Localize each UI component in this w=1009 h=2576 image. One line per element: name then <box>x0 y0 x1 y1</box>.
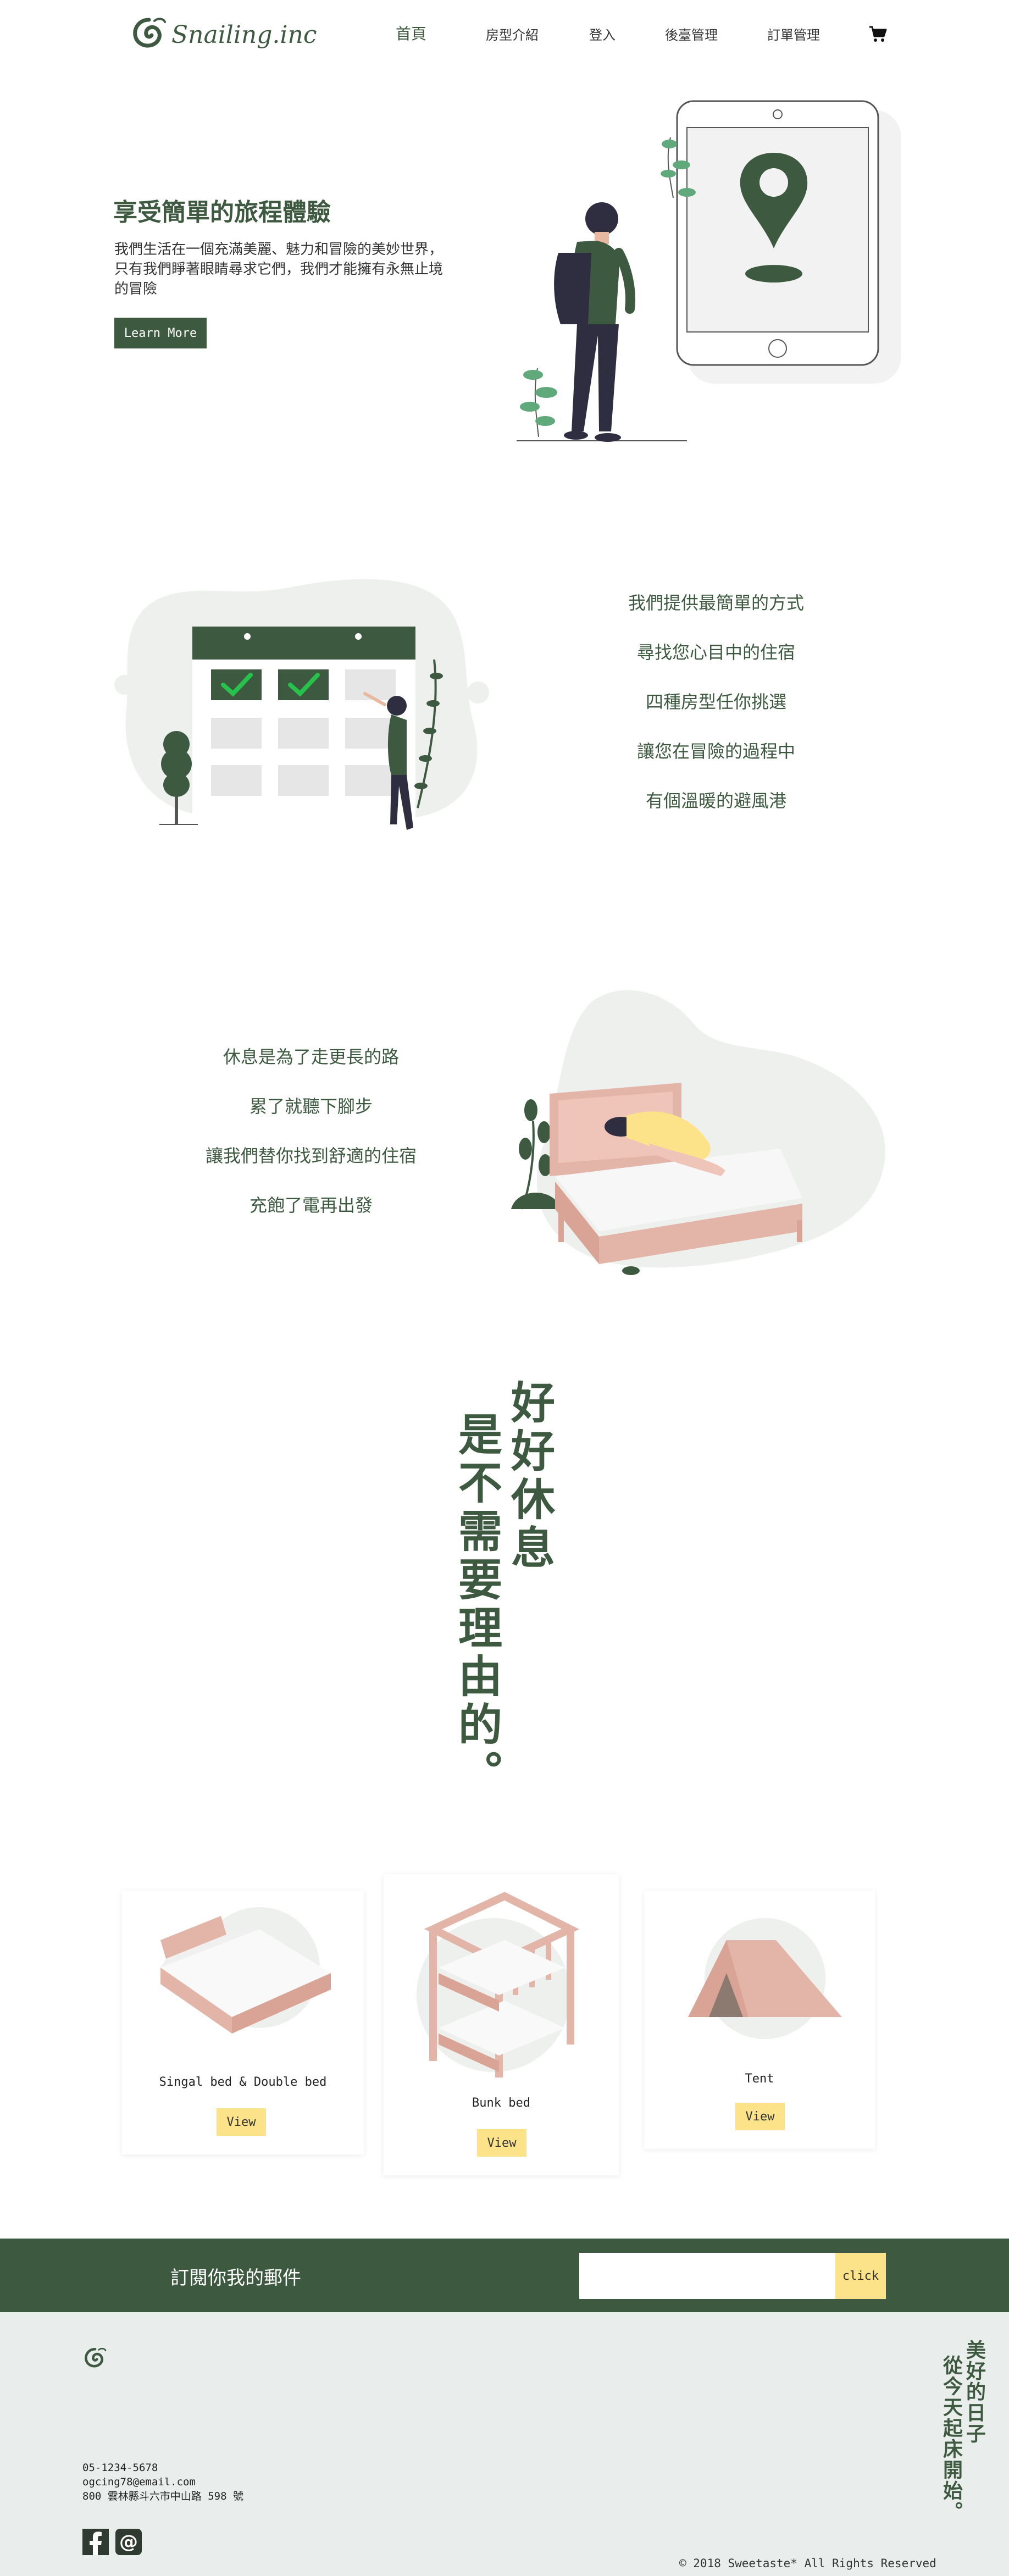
quote-col-2: 是不需要理由的。 <box>451 1411 503 1798</box>
room-card-tent-view-button[interactable]: View <box>735 2103 785 2130</box>
hero-line-3: 的冒險 <box>114 281 158 297</box>
top-nav: Snailing.inc 首頁 房型介紹 登入 後臺管理 訂單管理 <box>0 0 1009 71</box>
bunk-bed-icon <box>417 1892 580 2078</box>
tent-icon <box>688 1918 842 2039</box>
hero-line-2: 只有我們睜著眼睛尋求它們，我們才能擁有永無止境 <box>114 261 443 278</box>
bed-illustration <box>511 990 885 1275</box>
feature2-line-3: 讓我們替你找到舒適的住宿 <box>205 1145 417 1166</box>
hero-illustration <box>517 100 901 442</box>
footer-copyright: © 2018 Sweetaste* All Rights Reserved <box>679 2557 936 2570</box>
feature2-line-4: 充飽了電再出發 <box>249 1195 373 1216</box>
feature1-line-3: 四種房型任你挑選 <box>645 691 786 712</box>
subscribe-bar: 訂閱你我的郵件 click <box>0 2239 1009 2312</box>
nav-admin[interactable]: 後臺管理 <box>665 27 718 43</box>
room-card-bed-view-button[interactable]: View <box>217 2108 266 2136</box>
logo-text: Snailing.inc <box>171 20 317 49</box>
learn-more-button[interactable]: Learn More <box>114 318 207 348</box>
room-card-bed: Singal bed & Double bed View <box>122 1891 364 2154</box>
feature1-line-1: 我們提供最簡單的方式 <box>628 592 804 613</box>
footer: 05-1234-5678 ogcing78@email.com 800 雲林縣斗… <box>0 2312 1009 2576</box>
snail-logo-icon <box>133 18 166 48</box>
quote-col-1: 好好休息 <box>504 1380 556 1573</box>
feature1-line-4: 讓您在冒險的過程中 <box>636 741 795 762</box>
logo[interactable]: Snailing.inc <box>130 15 317 54</box>
room-card-bed-label: Singal bed & Double bed <box>159 2075 327 2089</box>
bed-icon <box>160 1907 331 2034</box>
calendar-illustration <box>114 579 489 830</box>
facebook-icon[interactable] <box>82 2529 109 2555</box>
hero-line-1: 我們生活在一個充滿美麗、魅力和冒險的美妙世界， <box>114 241 443 258</box>
feature1-line-2: 尋找您心目中的住宿 <box>636 642 795 663</box>
room-card-tent-label: Tent <box>745 2072 774 2086</box>
subscribe-email-input[interactable] <box>579 2253 835 2299</box>
nav-home[interactable]: 首頁 <box>396 25 427 43</box>
footer-snail-logo-icon[interactable] <box>82 2346 108 2372</box>
room-card-tent: Tent View <box>644 1891 875 2149</box>
nav-login[interactable]: 登入 <box>589 27 616 43</box>
footer-address: 800 雲林縣斗六市中山路 598 號 <box>82 2490 243 2502</box>
room-card-bunk: Bunk bed View <box>384 1874 619 2175</box>
footer-slogan-col-2: 從今天起床開始。 <box>940 2355 963 2522</box>
feature2-line-2: 累了就聽下腳步 <box>249 1096 373 1117</box>
feature2-line-1: 休息是為了走更長的路 <box>223 1046 399 1067</box>
footer-email: ogcing78@email.com <box>82 2476 196 2488</box>
subscribe-title: 訂閱你我的郵件 <box>170 2267 301 2289</box>
nav-rooms[interactable]: 房型介紹 <box>486 27 539 43</box>
cart-icon[interactable] <box>868 25 887 45</box>
hero-title: 享受簡單的旅程體驗 <box>113 198 331 226</box>
footer-slogan-col-1: 美好的日子 <box>963 2340 986 2444</box>
room-card-bunk-view-button[interactable]: View <box>477 2129 526 2157</box>
feature1-line-5: 有個溫暖的避風港 <box>645 790 786 811</box>
footer-phone: 05-1234-5678 <box>82 2462 158 2474</box>
at-icon[interactable]: @ <box>115 2529 142 2555</box>
nav-orders[interactable]: 訂單管理 <box>767 27 820 43</box>
room-card-bunk-label: Bunk bed <box>472 2096 530 2110</box>
subscribe-click-button[interactable]: click <box>835 2253 886 2299</box>
